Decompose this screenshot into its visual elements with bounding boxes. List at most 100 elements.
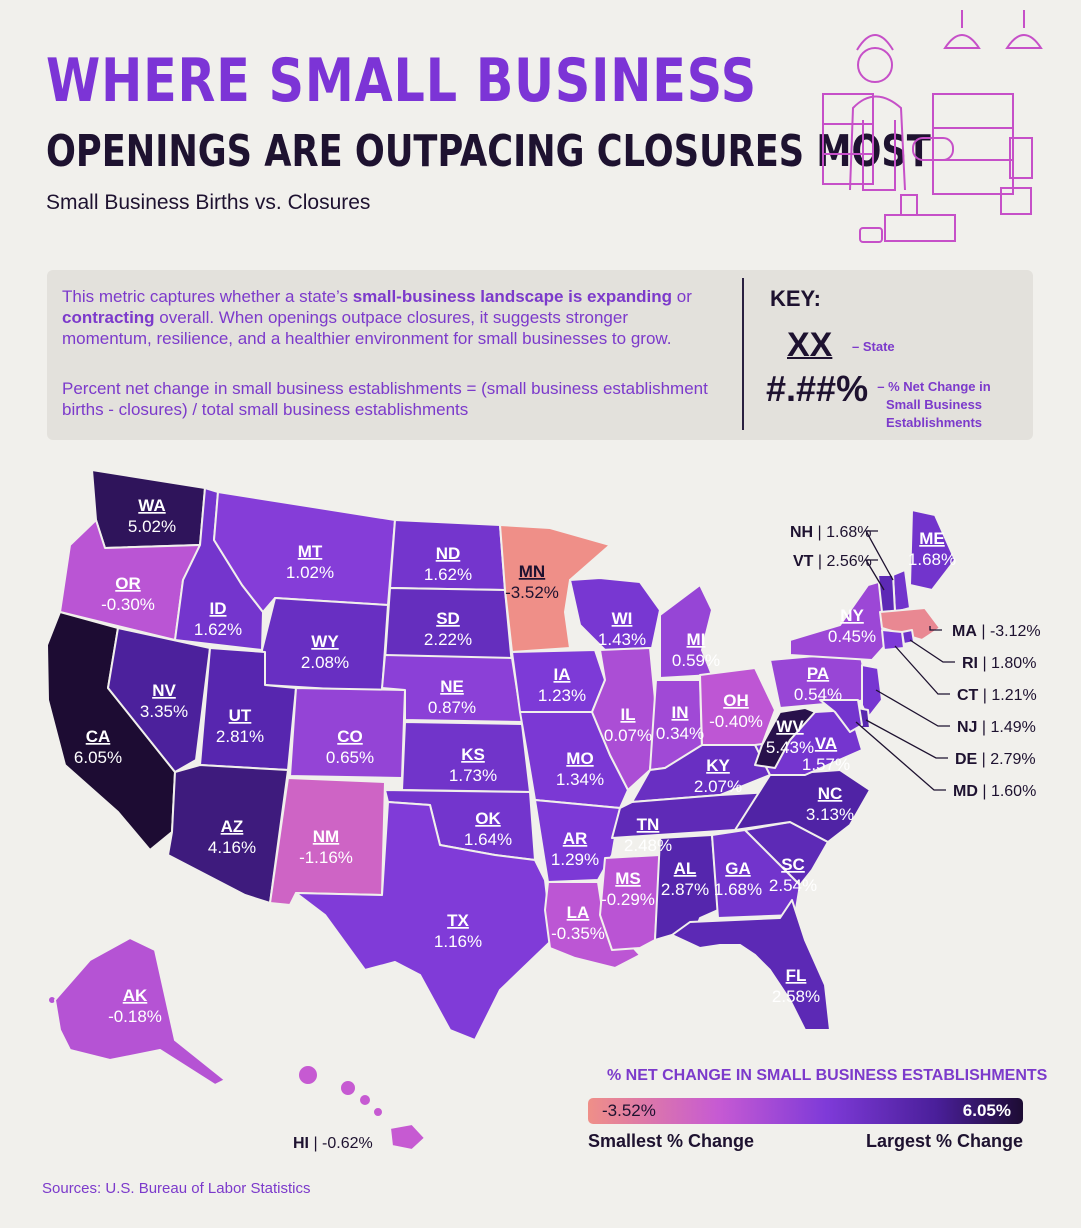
state-abbr-mt: MT bbox=[298, 542, 323, 561]
key-state-sample: XX bbox=[787, 326, 833, 364]
hawaii-island bbox=[372, 1106, 384, 1118]
legend-title: % NET CHANGE IN SMALL BUSINESS ESTABLISH… bbox=[607, 1067, 1048, 1084]
callout-line-nh bbox=[864, 530, 894, 581]
state-abbr-nm: NM bbox=[313, 827, 339, 846]
state-abbr-mi: MI bbox=[687, 630, 706, 649]
state-shape-nj bbox=[861, 664, 883, 719]
state-value-nc: 3.13% bbox=[806, 805, 854, 824]
state-value-va: 1.57% bbox=[802, 755, 850, 774]
state-abbr-ky: KY bbox=[706, 756, 730, 775]
state-value-nm: -1.16% bbox=[299, 848, 353, 867]
state-abbr-az: AZ bbox=[221, 817, 244, 836]
state-abbr-wv: WV bbox=[776, 717, 804, 736]
callout-line-vt bbox=[864, 559, 885, 591]
callout-label-md: MD | 1.60% bbox=[953, 783, 1036, 800]
state-shape-tx bbox=[295, 801, 553, 1041]
state-value-al: 2.87% bbox=[661, 880, 709, 899]
state-abbr-ms: MS bbox=[615, 869, 641, 888]
callout-label-vt: VT | 2.56% bbox=[793, 553, 872, 570]
state-shape-nv bbox=[107, 627, 211, 773]
state-abbr-co: CO bbox=[337, 727, 363, 746]
state-value-fl: 2.58% bbox=[772, 987, 820, 1006]
state-shape-il bbox=[591, 647, 657, 791]
state-value-id: 1.62% bbox=[194, 620, 242, 639]
state-value-ca: 6.05% bbox=[74, 748, 122, 767]
callout-label-ct: CT | 1.21% bbox=[957, 687, 1037, 704]
source-note: Sources: U.S. Bureau of Labor Statistics bbox=[42, 1180, 311, 1197]
state-value-nd: 1.62% bbox=[424, 565, 472, 584]
state-abbr-va: VA bbox=[815, 734, 837, 753]
bakery-illustration bbox=[822, 10, 1043, 243]
callout-line-de bbox=[865, 719, 948, 759]
callout-label-hi: HI | -0.62% bbox=[293, 1135, 373, 1152]
key-pct-sample: #.##% bbox=[766, 368, 869, 409]
callout-label-ri: RI | 1.80% bbox=[962, 655, 1036, 672]
callout-line-ct bbox=[894, 645, 950, 695]
state-shape-ga bbox=[711, 829, 801, 919]
state-abbr-nv: NV bbox=[152, 681, 176, 700]
state-abbr-id: ID bbox=[210, 599, 227, 618]
formula-text: Percent net change in small business est… bbox=[62, 379, 708, 419]
hawaii-island bbox=[339, 1079, 357, 1097]
state-value-ky: 2.07% bbox=[694, 777, 742, 796]
state-value-tn: 2.48% bbox=[624, 836, 672, 855]
state-abbr-ny: NY bbox=[840, 606, 864, 625]
state-value-ia: 1.23% bbox=[538, 686, 586, 705]
state-value-mo: 1.34% bbox=[556, 770, 604, 789]
legend-min-value: -3.52% bbox=[602, 1101, 656, 1120]
callout-label-de: DE | 2.79% bbox=[955, 751, 1036, 768]
state-value-in: 0.34% bbox=[656, 724, 704, 743]
state-abbr-pa: PA bbox=[807, 664, 829, 683]
state-value-me: 1.68% bbox=[908, 550, 956, 569]
callout-label-nh: NH | 1.68% bbox=[790, 524, 872, 541]
state-abbr-tn: TN bbox=[637, 815, 660, 834]
state-value-wv: 5.43% bbox=[766, 738, 814, 757]
state-value-ut: 2.81% bbox=[216, 727, 264, 746]
state-shape-mi bbox=[659, 584, 713, 679]
key-state-label: – State bbox=[852, 339, 895, 354]
state-value-ok: 1.64% bbox=[464, 830, 512, 849]
state-value-ny: 0.45% bbox=[828, 627, 876, 646]
state-value-mt: 1.02% bbox=[286, 563, 334, 582]
state-abbr-sd: SD bbox=[436, 609, 460, 628]
callout-line-ma bbox=[929, 626, 942, 631]
legend-max-value: 6.05% bbox=[962, 1101, 1011, 1120]
info-box: This metric captures whether a state’s s… bbox=[47, 270, 1033, 440]
state-abbr-sc: SC bbox=[781, 855, 805, 874]
description: This metric captures whether a state’s s… bbox=[62, 287, 692, 348]
state-value-wi: 1.43% bbox=[598, 630, 646, 649]
state-value-pa: 0.54% bbox=[794, 685, 842, 704]
state-abbr-ca: CA bbox=[86, 727, 111, 746]
callout-label-ma: MA | -3.12% bbox=[952, 623, 1041, 640]
legend-gradient-bar bbox=[588, 1098, 1023, 1124]
state-abbr-tx: TX bbox=[447, 911, 469, 930]
state-abbr-wy: WY bbox=[311, 632, 339, 651]
state-value-co: 0.65% bbox=[326, 748, 374, 767]
state-value-ar: 1.29% bbox=[551, 850, 599, 869]
state-abbr-ne: NE bbox=[440, 677, 464, 696]
state-value-az: 4.16% bbox=[208, 838, 256, 857]
state-shape-oh bbox=[699, 667, 776, 746]
divider bbox=[742, 278, 744, 430]
state-abbr-ak: AK bbox=[123, 986, 148, 1005]
state-abbr-wi: WI bbox=[612, 609, 633, 628]
state-value-mn: -3.52% bbox=[505, 583, 559, 602]
state-value-ak: -0.18% bbox=[108, 1007, 162, 1026]
state-abbr-ga: GA bbox=[725, 859, 751, 878]
state-abbr-me: ME bbox=[919, 529, 945, 548]
state-value-nv: 3.35% bbox=[140, 702, 188, 721]
state-value-ne: 0.87% bbox=[428, 698, 476, 717]
state-abbr-wa: WA bbox=[138, 496, 165, 515]
key-pct-label: – % Net Change in Small Business Establi… bbox=[877, 379, 991, 430]
state-value-la: -0.35% bbox=[551, 924, 605, 943]
state-abbr-ks: KS bbox=[461, 745, 485, 764]
hawaii-island bbox=[297, 1064, 319, 1086]
state-shape-md bbox=[819, 699, 863, 733]
us-choropleth-map: WA 5.02% OR -0.30% CA 6.05% ID 1.62% NV 3.35% MT 1.… bbox=[46, 469, 1041, 1152]
state-abbr-nc: NC bbox=[818, 784, 843, 803]
state-abbr-nd: ND bbox=[436, 544, 461, 563]
state-value-ks: 1.73% bbox=[449, 766, 497, 785]
state-abbr-ia: IA bbox=[554, 665, 571, 684]
state-shape-ma bbox=[879, 607, 941, 641]
state-shape-mn bbox=[499, 524, 611, 653]
